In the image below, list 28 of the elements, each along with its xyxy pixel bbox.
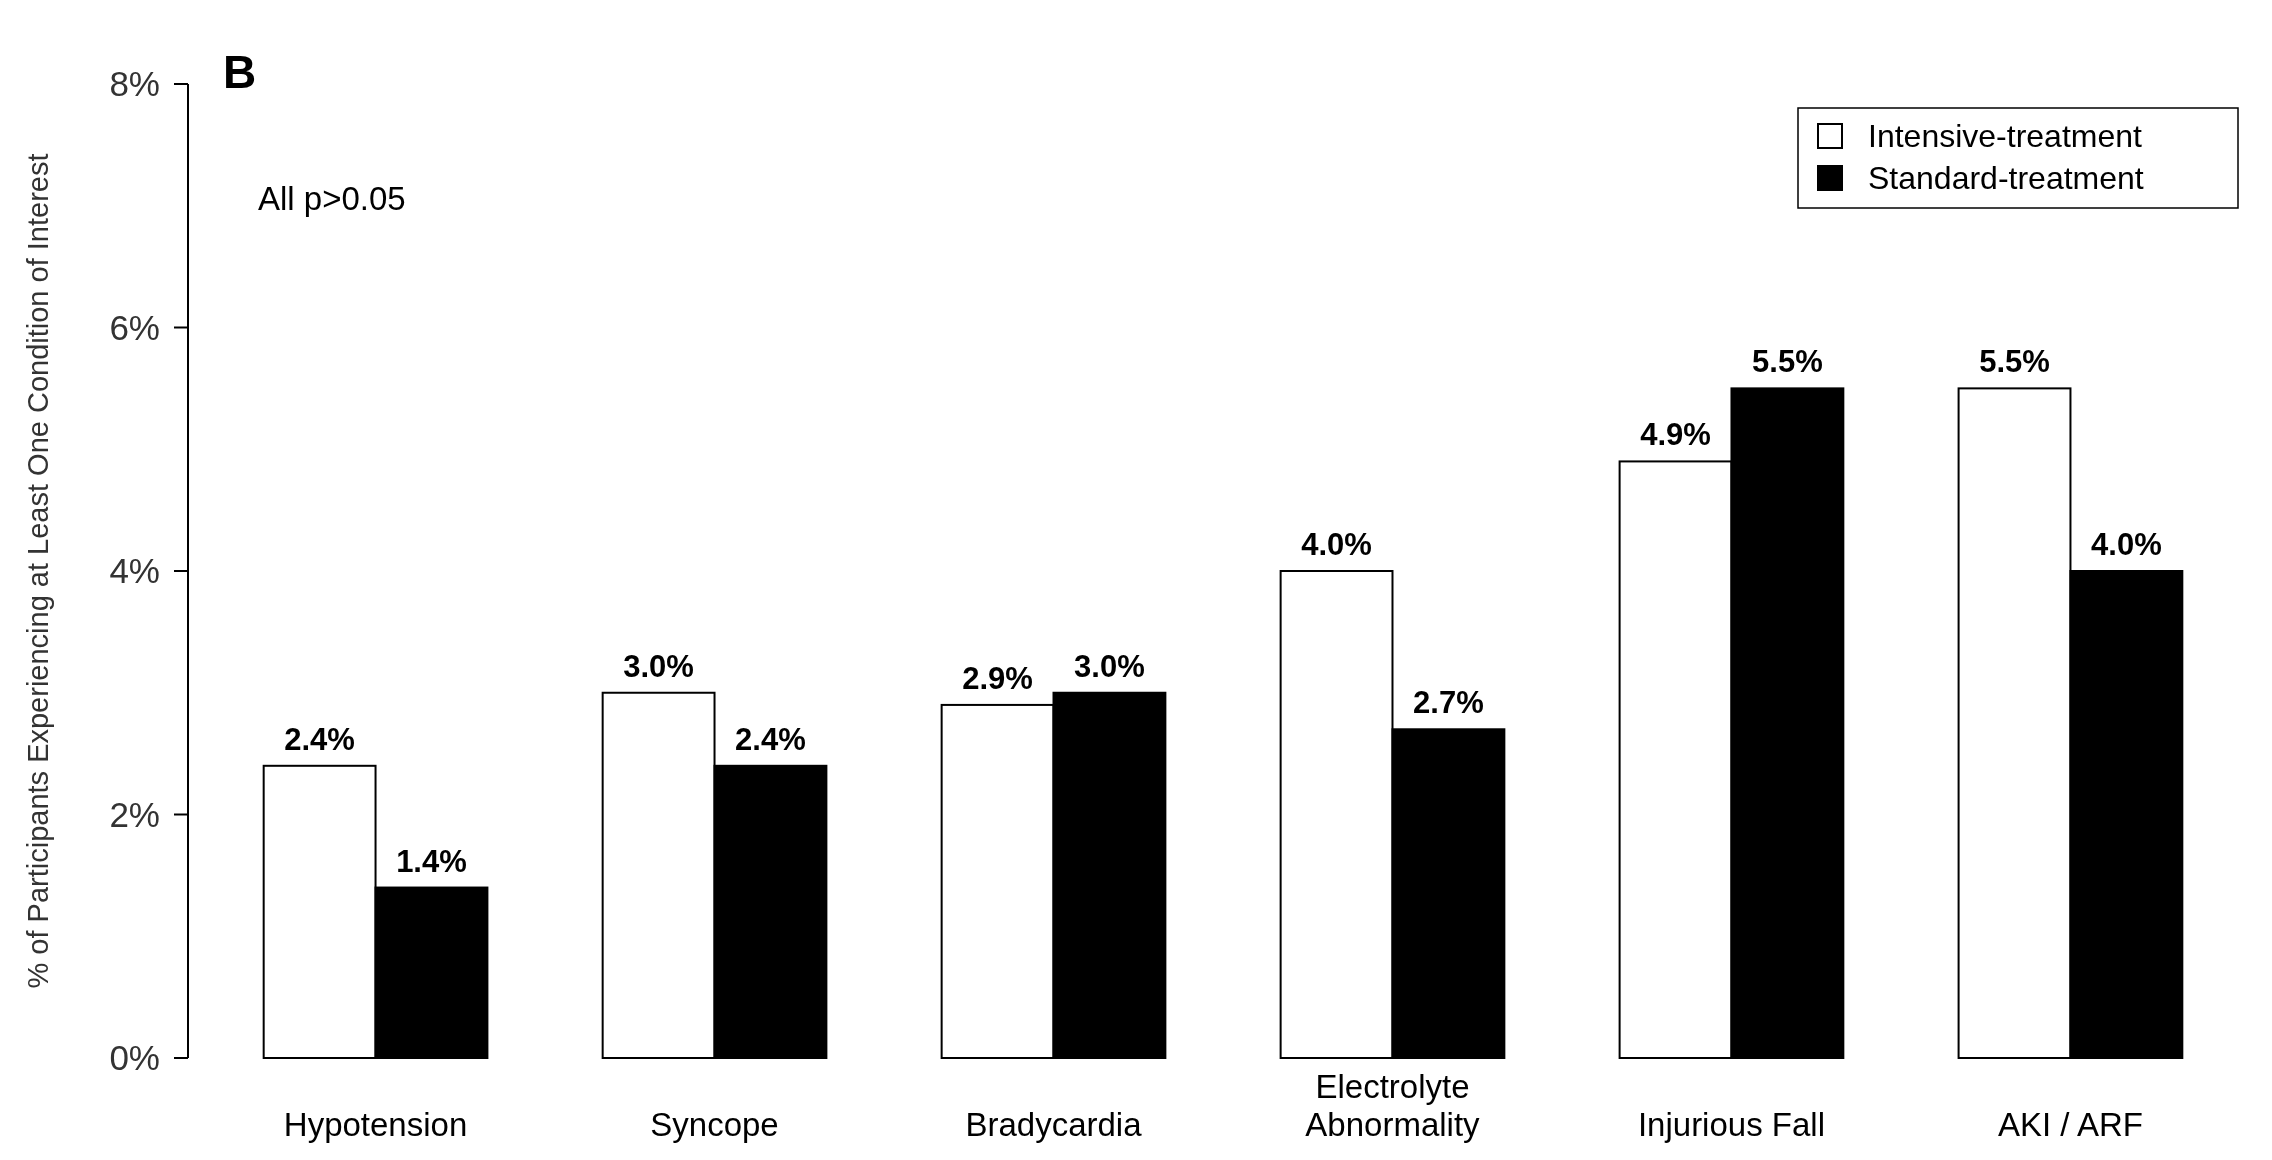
x-tick-label: Electrolyte Abnormality	[1305, 1068, 1481, 1143]
y-tick-label: 4%	[109, 551, 160, 591]
x-tick-label: Injurious Fall	[1637, 1106, 1826, 1143]
data-label: 3.0%	[623, 648, 694, 684]
chart-title: B	[223, 46, 257, 98]
y-tick-label: 8%	[109, 64, 160, 104]
data-label: 5.5%	[1979, 344, 2050, 380]
data-label: 1.4%	[396, 843, 467, 879]
x-tick-label: Syncope	[650, 1106, 779, 1143]
x-tick-label: AKI / ARF	[1998, 1106, 2143, 1143]
x-tick-label: Bradycardia	[965, 1106, 1143, 1143]
legend-label: Standard-treatment	[1868, 160, 2144, 197]
y-axis-title: % of Participants Experiencing at Least One Condition of Interest	[22, 153, 54, 989]
data-label: 3.0%	[1074, 648, 1145, 684]
y-tick-label: 2%	[109, 794, 160, 834]
y-tick-label: 6%	[109, 307, 160, 347]
data-label: 5.5%	[1752, 344, 1823, 380]
y-tick-label: 0%	[109, 1038, 160, 1078]
data-label: 2.4%	[284, 721, 355, 757]
x-tick-label: Hypotension	[283, 1106, 468, 1143]
data-label: 4.9%	[1640, 417, 1711, 453]
data-label: 2.7%	[1413, 685, 1484, 721]
data-label: 2.9%	[962, 660, 1033, 696]
data-label: 4.0%	[1301, 527, 1372, 562]
annotation: All p>0.05	[258, 180, 406, 217]
data-label: 4.0%	[2091, 527, 2162, 562]
data-label: 2.4%	[735, 721, 806, 757]
legend-label: Intensive-treatment	[1868, 118, 2143, 155]
